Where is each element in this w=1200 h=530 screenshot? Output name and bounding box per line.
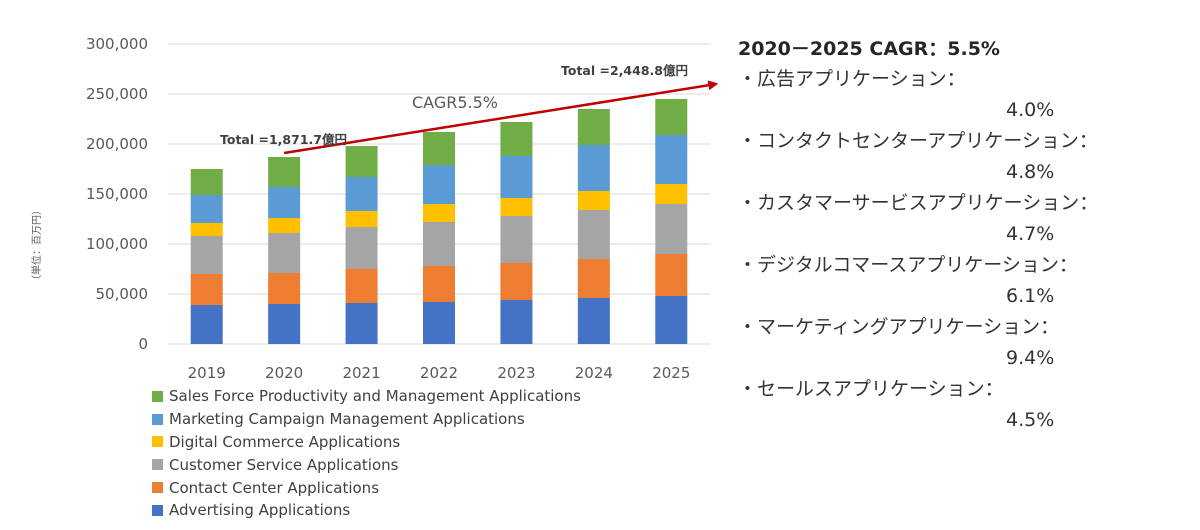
x-tick-label: 2021 — [342, 364, 380, 382]
bar-segment — [423, 302, 455, 344]
total-2025-label: Total =2,448.8億円 — [561, 63, 688, 78]
x-tick-label: 2025 — [652, 364, 690, 382]
legend-item: Customer Service Applications — [152, 453, 581, 476]
legend-item: Digital Commerce Applications — [152, 431, 581, 454]
y-tick-label: 100,000 — [86, 235, 148, 253]
bar-segment — [500, 263, 533, 300]
legend-label: Sales Force Productivity and Management … — [169, 387, 581, 406]
segment-cagr-rate: 4.0% — [1006, 99, 1055, 121]
chart-legend: Sales Force Productivity and Management … — [152, 385, 581, 522]
bar-segment — [345, 269, 378, 303]
stacked-bar-chart: 0 50,000 100,000 150,000 200,000 250,000 300,0… — [30, 35, 719, 382]
y-tick-label: 250,000 — [86, 85, 148, 103]
bar-segment — [577, 259, 610, 298]
x-tick-label: 2024 — [575, 364, 613, 382]
y-tick-label: 0 — [138, 335, 148, 353]
x-tick-label: 2020 — [265, 364, 303, 382]
legend-swatch — [152, 436, 163, 448]
y-axis-label: （単位：百万円） — [30, 205, 43, 285]
legend-label: Customer Service Applications — [169, 455, 399, 474]
segment-name: ・マーケティングアプリケーション： — [738, 316, 1060, 338]
bar-segment — [577, 298, 610, 344]
legend-label: Contact Center Applications — [169, 478, 380, 497]
bar-segment — [655, 204, 688, 254]
bar-segment — [190, 223, 223, 236]
legend-label: Advertising Applications — [169, 501, 351, 520]
bar-segment — [577, 191, 610, 210]
segment-name: ・セールスアプリケーション： — [738, 378, 1004, 400]
bar-segment — [268, 304, 301, 344]
segment-cagr-rate: 9.4% — [1006, 347, 1055, 369]
bar-segment — [500, 300, 533, 344]
legend-swatch — [152, 482, 163, 494]
legend-label: Digital Commerce Applications — [169, 432, 401, 451]
bar-segment — [500, 156, 533, 198]
legend-swatch — [152, 390, 163, 402]
bar-segment — [655, 296, 688, 344]
legend-label: Marketing Campaign Management Applicatio… — [169, 410, 525, 429]
legend-item: Contact Center Applications — [152, 476, 581, 499]
segment-cagr-rate: 4.5% — [1006, 409, 1055, 431]
bar-segment — [577, 109, 610, 145]
bar-segment — [345, 227, 378, 269]
segment-name: ・コンタクトセンターアプリケーション： — [738, 130, 1098, 152]
bar-segment — [423, 132, 455, 165]
bar-segment — [423, 222, 455, 266]
bar-segment — [190, 169, 223, 195]
bar-segment — [345, 177, 378, 211]
cagr-trend-arrow — [283, 80, 719, 155]
x-tick-label: 2023 — [497, 364, 535, 382]
segment-cagr-list: ・広告アプリケーション： 4.0% ・コンタクトセンターアプリケーション： 4.8% ・… — [738, 64, 1178, 436]
x-tick-label: 2019 — [188, 364, 226, 382]
bar-segment — [268, 273, 301, 304]
bar-segment — [423, 266, 455, 302]
bar-segment — [500, 198, 533, 216]
cagr-label: CAGR5.5% — [412, 93, 498, 112]
cagr-panel: 2020－2025 CAGR：5.5% ・広告アプリケーション： 4.0% ・コンタ… — [738, 34, 1178, 436]
segment-cagr-rate: 4.7% — [1006, 223, 1055, 245]
y-tick-label: 300,000 — [86, 35, 148, 53]
bar-segment — [345, 303, 378, 344]
segment-cagr-rate: 6.1% — [1006, 285, 1055, 307]
bar-segment — [345, 211, 378, 227]
bar-segment — [423, 165, 455, 204]
bar-segment — [577, 210, 610, 259]
segment-name: ・カスタマーサービスアプリケーション： — [738, 192, 1099, 214]
bar-segment — [190, 236, 223, 274]
bar-segment — [268, 233, 301, 273]
bar-segment — [423, 204, 455, 222]
bar-segment — [655, 184, 688, 204]
y-tick-label: 200,000 — [86, 135, 148, 153]
segment-cagr-rate: 4.8% — [1006, 161, 1055, 183]
segment-name: ・デジタルコマースアプリケーション： — [738, 254, 1078, 276]
cagr-panel-title: 2020－2025 CAGR：5.5% — [738, 38, 1000, 60]
y-tick-label: 50,000 — [96, 285, 149, 303]
bar-segment — [268, 218, 301, 233]
legend-swatch — [152, 504, 163, 516]
x-tick-label: 2022 — [420, 364, 458, 382]
legend-item: Advertising Applications — [152, 499, 581, 522]
bar-segment — [268, 157, 301, 187]
bar-segment — [268, 187, 301, 218]
bar-segment — [655, 135, 688, 184]
bar-segment — [190, 305, 223, 344]
legend-item: Marketing Campaign Management Applicatio… — [152, 408, 581, 431]
bar-segment — [345, 146, 378, 177]
total-2020-label: Total =1,871.7億円 — [220, 132, 347, 147]
bar-segment — [655, 254, 688, 296]
legend-item: Sales Force Productivity and Management … — [152, 385, 581, 408]
bar-segment — [190, 274, 223, 305]
bar-segment — [500, 216, 533, 263]
y-tick-label: 150,000 — [86, 185, 148, 203]
legend-swatch — [152, 413, 163, 425]
bar-segment — [190, 195, 223, 223]
bar-segment — [500, 122, 533, 156]
bar-segment — [655, 99, 688, 135]
segment-name: ・広告アプリケーション： — [738, 68, 966, 90]
legend-swatch — [152, 459, 163, 471]
bar-segment — [577, 145, 610, 191]
